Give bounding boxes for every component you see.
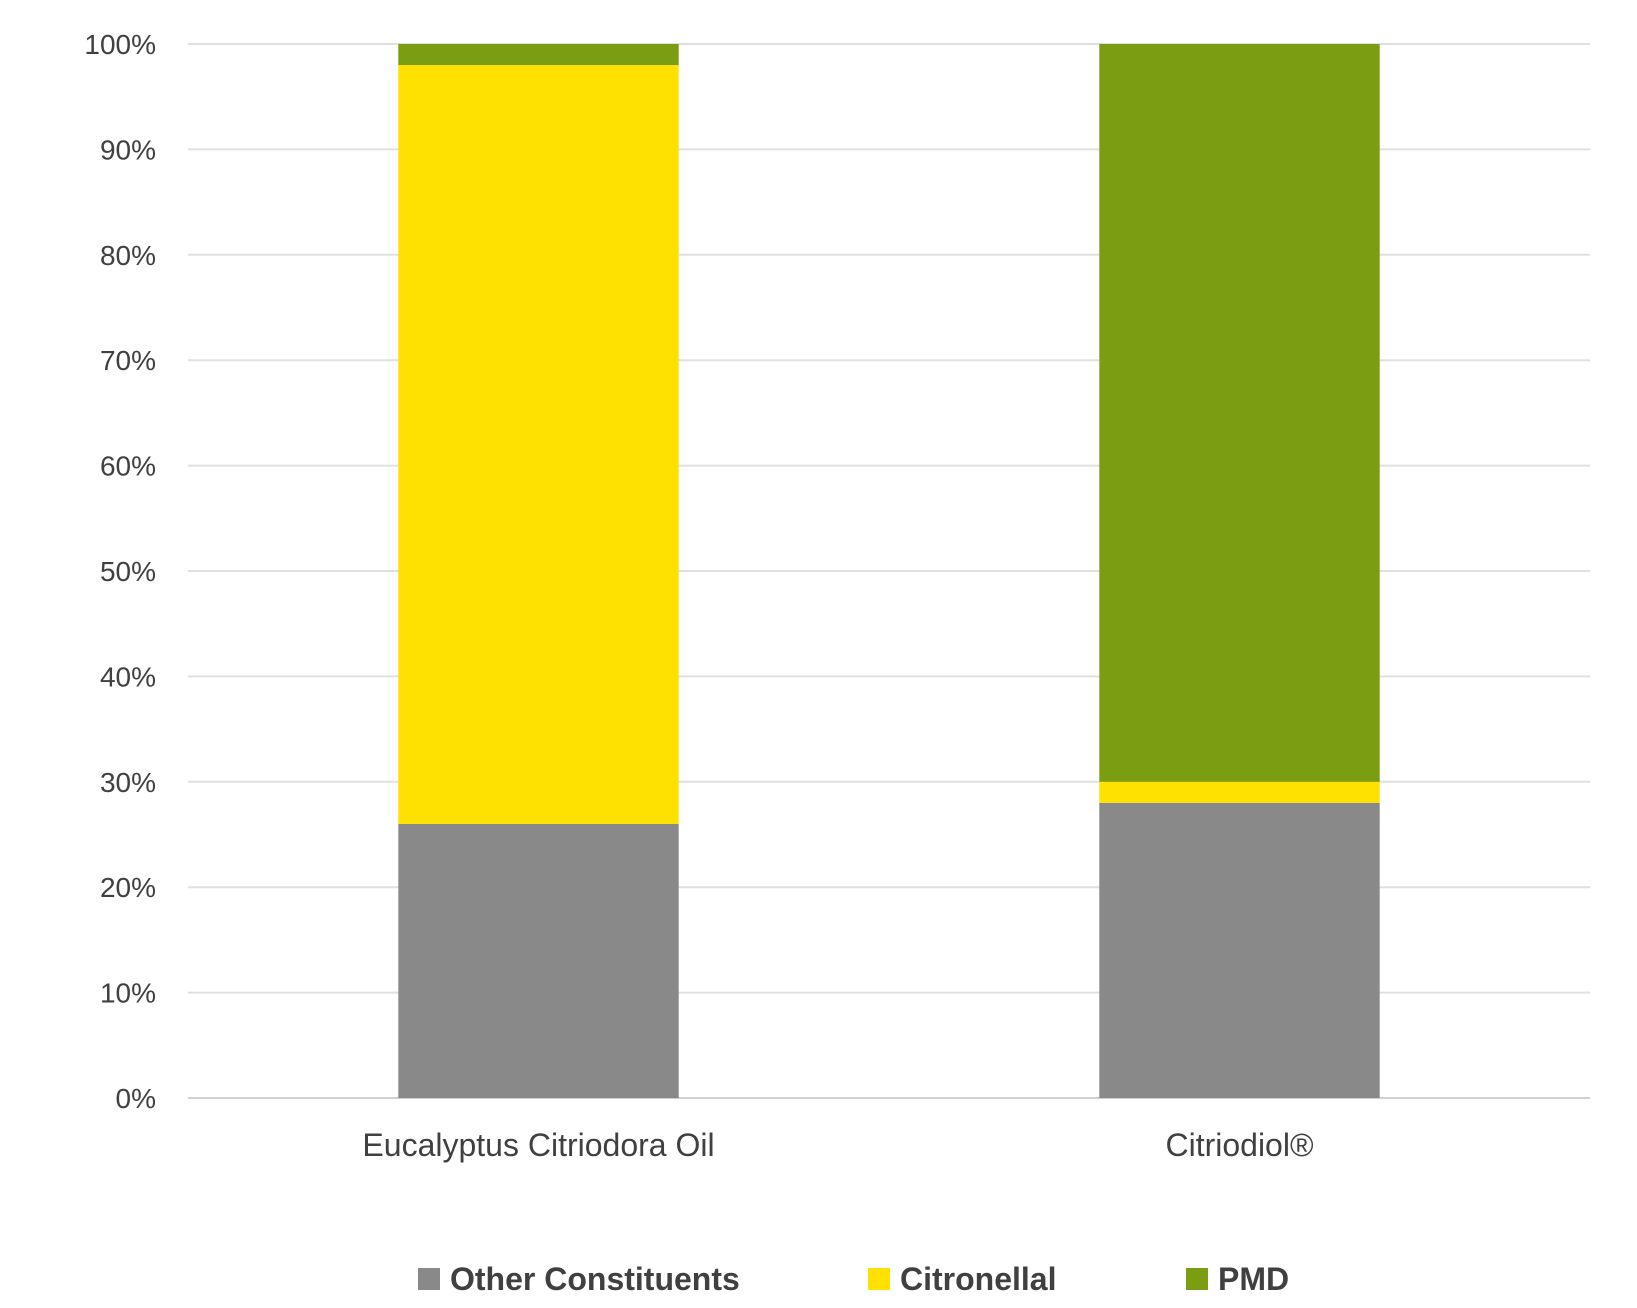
y-tick-label: 0%: [116, 1083, 156, 1114]
y-tick-label: 40%: [100, 661, 156, 692]
legend-label: Other Constituents: [450, 1261, 740, 1297]
y-tick-label: 100%: [84, 29, 156, 60]
legend: Other Constituents Citronellal PMD: [418, 1261, 1289, 1297]
legend-swatch: [418, 1268, 440, 1290]
legend-label: PMD: [1218, 1261, 1289, 1297]
legend-swatch: [1186, 1268, 1208, 1290]
bar-segment-citronellal: [398, 65, 679, 824]
y-axis-ticks: 0% 10% 20% 30% 40% 50% 60% 70% 80% 90% 100%: [84, 29, 156, 1114]
legend-label: Citronellal: [900, 1261, 1056, 1297]
bars: [398, 44, 1380, 1098]
x-category-label: Citriodiol®: [1165, 1127, 1313, 1163]
x-category-label: Eucalyptus Citriodora Oil: [362, 1127, 714, 1163]
bar-segment-other-constituents: [398, 823, 679, 1098]
y-tick-label: 20%: [100, 872, 156, 903]
y-tick-label: 80%: [100, 240, 156, 271]
y-tick-label: 90%: [100, 134, 156, 165]
y-tick-label: 60%: [100, 451, 156, 482]
legend-swatch: [868, 1268, 890, 1290]
bar-segment-citronellal: [1099, 781, 1380, 803]
bar-segment-pmd: [398, 44, 679, 66]
y-tick-label: 70%: [100, 345, 156, 376]
y-tick-label: 10%: [100, 978, 156, 1009]
bar-segment-other-constituents: [1099, 802, 1380, 1098]
y-tick-label: 50%: [100, 556, 156, 587]
y-tick-label: 30%: [100, 767, 156, 798]
bar-segment-pmd: [1099, 44, 1380, 782]
x-axis-categories: Eucalyptus Citriodora Oil Citriodiol®: [362, 1127, 1314, 1163]
